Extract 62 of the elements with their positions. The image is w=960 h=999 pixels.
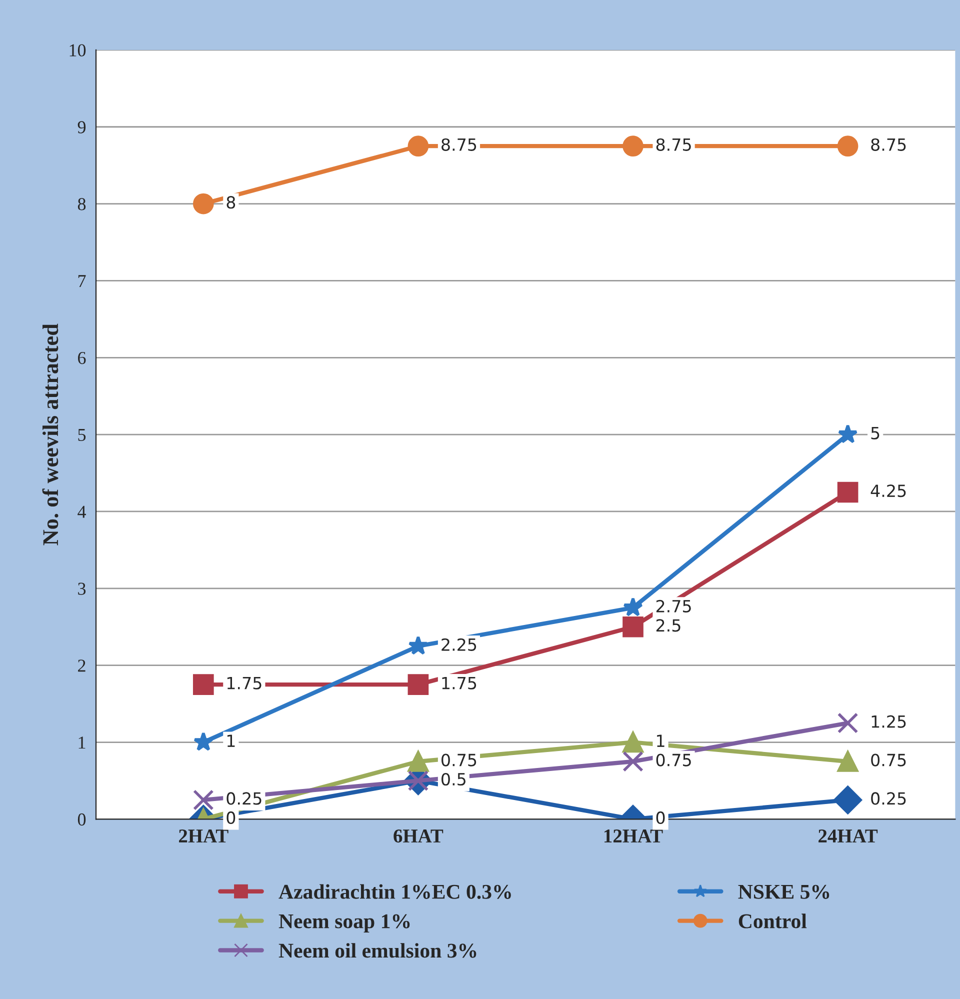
y-tick-label: 10 <box>70 44 86 56</box>
data-label: 0.75 <box>871 754 906 766</box>
data-label: 5 <box>871 427 880 440</box>
x-tick-label: 6HAT <box>394 830 444 843</box>
point <box>408 751 429 772</box>
point <box>622 751 644 772</box>
point <box>408 674 429 695</box>
data-label: 2.5 <box>656 619 680 632</box>
legend-label: Neem oil emulsion 3% <box>278 943 476 958</box>
point <box>408 136 429 157</box>
y-tick-label: 4 <box>78 506 86 518</box>
data-label: 0.75 <box>442 754 476 766</box>
data-label: 0 <box>656 811 665 824</box>
y-axis-title: No. of weevils attracted <box>42 324 58 546</box>
point <box>192 790 214 810</box>
y-tick-label: 9 <box>78 121 86 134</box>
data-label: 1.75 <box>227 677 262 690</box>
point <box>834 786 862 814</box>
data-label: 1.25 <box>872 715 906 728</box>
point <box>622 136 644 157</box>
point <box>192 674 214 695</box>
data-label: 2.75 <box>656 600 691 612</box>
data-label: 0 <box>226 811 236 824</box>
y-tick-label: 2 <box>78 660 86 672</box>
y-tick-label: 8 <box>78 198 86 210</box>
point <box>408 636 428 655</box>
data-label: 0.75 <box>656 754 691 766</box>
point <box>622 616 644 638</box>
x-tick-label: 12HAT <box>604 830 663 842</box>
x-tick-label: 24HAT <box>818 830 878 842</box>
point <box>837 136 858 157</box>
point <box>838 424 858 444</box>
point <box>622 732 644 753</box>
point <box>837 712 858 734</box>
data-label: 1.75 <box>442 677 476 690</box>
point <box>837 482 858 503</box>
x-tick-label: 2HAT <box>179 830 228 842</box>
legend-label: Azadirachtin 1%EC 0.3% <box>278 884 511 899</box>
legend-label: NSKE 5% <box>738 884 830 899</box>
y-tick-label: 3 <box>78 582 86 595</box>
legend-label: Neem soap 1% <box>278 914 410 933</box>
point <box>837 751 858 772</box>
point <box>192 193 214 214</box>
data-label: 1 <box>657 734 664 747</box>
data-label: 2.25 <box>442 638 476 651</box>
data-label: 8.75 <box>871 138 906 151</box>
y-tick-label: 1 <box>78 736 86 749</box>
point <box>193 732 214 751</box>
data-label: 1 <box>227 734 235 747</box>
data-label: 8.75 <box>656 138 691 151</box>
legend-label: Control <box>738 914 807 928</box>
data-label: 0.25 <box>871 792 906 805</box>
data-label: 8.75 <box>442 138 476 151</box>
y-tick-label: 7 <box>78 275 86 287</box>
data-label: 4.25 <box>870 484 906 498</box>
y-tick-label: 6 <box>78 352 86 364</box>
data-label: 0.5 <box>442 772 466 786</box>
y-tick-label: 5 <box>78 429 86 442</box>
data-label: 0.25 <box>226 792 262 805</box>
data-label: 8 <box>226 196 236 209</box>
y-tick-label: 0 <box>78 813 86 826</box>
point <box>623 597 643 616</box>
